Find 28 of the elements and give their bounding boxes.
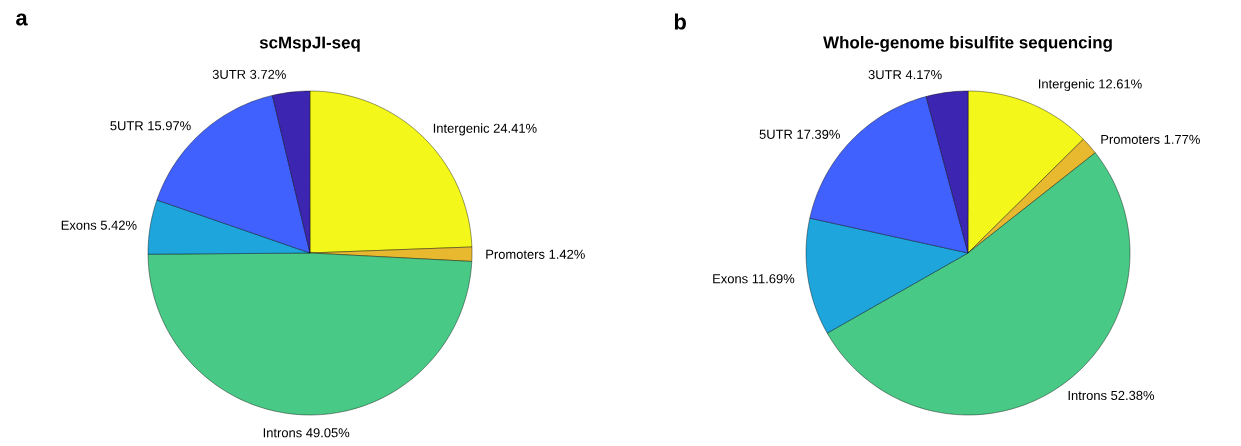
data-label: 1.42%: [549, 249, 585, 259]
slice-label: Introns: [263, 428, 302, 438]
slice-label: Promoters: [1101, 134, 1160, 144]
data-label: 24.41%: [493, 123, 537, 133]
data-label: 1.77%: [1164, 134, 1200, 144]
slice-label: Exons: [61, 220, 97, 230]
data-label: 52.38%: [1111, 390, 1155, 401]
slice-label: 3UTR: [868, 70, 902, 80]
data-label: 11.69%: [752, 274, 795, 284]
slice-label: Promoters: [486, 249, 545, 259]
slice-label: 5UTR: [110, 121, 144, 131]
data-label: 15.97%: [148, 121, 191, 131]
data-label: 3.72%: [250, 69, 286, 79]
data-label: 17.39%: [797, 129, 840, 139]
slice-label: Intergenic: [1038, 78, 1095, 92]
slice-label: 3UTR: [212, 69, 246, 79]
slice-label: Exons: [713, 274, 748, 284]
data-label: 12.61%: [1099, 79, 1142, 89]
data-label: 49.05%: [306, 428, 350, 438]
slice-label: 5UTR: [759, 129, 793, 139]
slice-label: Intergenic: [433, 123, 490, 136]
chart-title: scMspJI-seq: [259, 36, 360, 52]
text: a: [16, 13, 28, 26]
data-label: 5.42%: [100, 220, 137, 230]
slice-label: Introns: [1068, 391, 1107, 401]
chart-title: Whole-genome bisulfite sequencing: [823, 35, 1112, 52]
text: b: [674, 13, 686, 30]
data-label: 4.17%: [905, 70, 942, 80]
